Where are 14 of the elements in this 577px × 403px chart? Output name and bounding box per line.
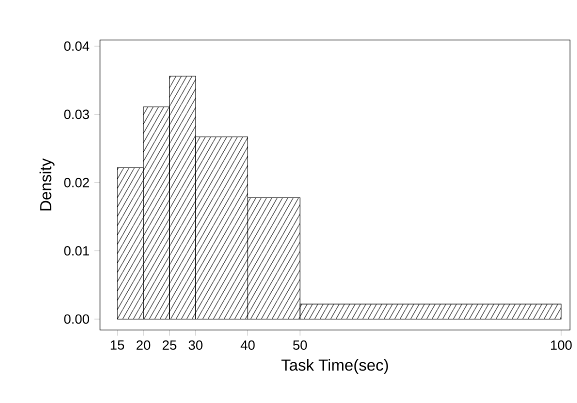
y-tick-label: 0.03 bbox=[64, 110, 90, 120]
x-tick-label: 25 bbox=[162, 340, 176, 350]
x-tick-label: 15 bbox=[110, 340, 124, 350]
y-tick-label: 0.04 bbox=[64, 41, 90, 51]
x-tick-label: 40 bbox=[240, 340, 255, 350]
x-axis-title: Task Time(sec) bbox=[281, 359, 388, 374]
x-tick-label: 100 bbox=[551, 340, 572, 350]
x-tick-label: 20 bbox=[136, 340, 150, 350]
y-tick-label: 0.00 bbox=[64, 314, 90, 324]
x-tick-label: 50 bbox=[293, 340, 307, 350]
x-tick-label: 30 bbox=[188, 340, 202, 350]
y-tick-label: 0.02 bbox=[64, 178, 89, 188]
y-axis-title: Density bbox=[40, 158, 54, 210]
y-tick-label: 0.01 bbox=[64, 246, 89, 256]
